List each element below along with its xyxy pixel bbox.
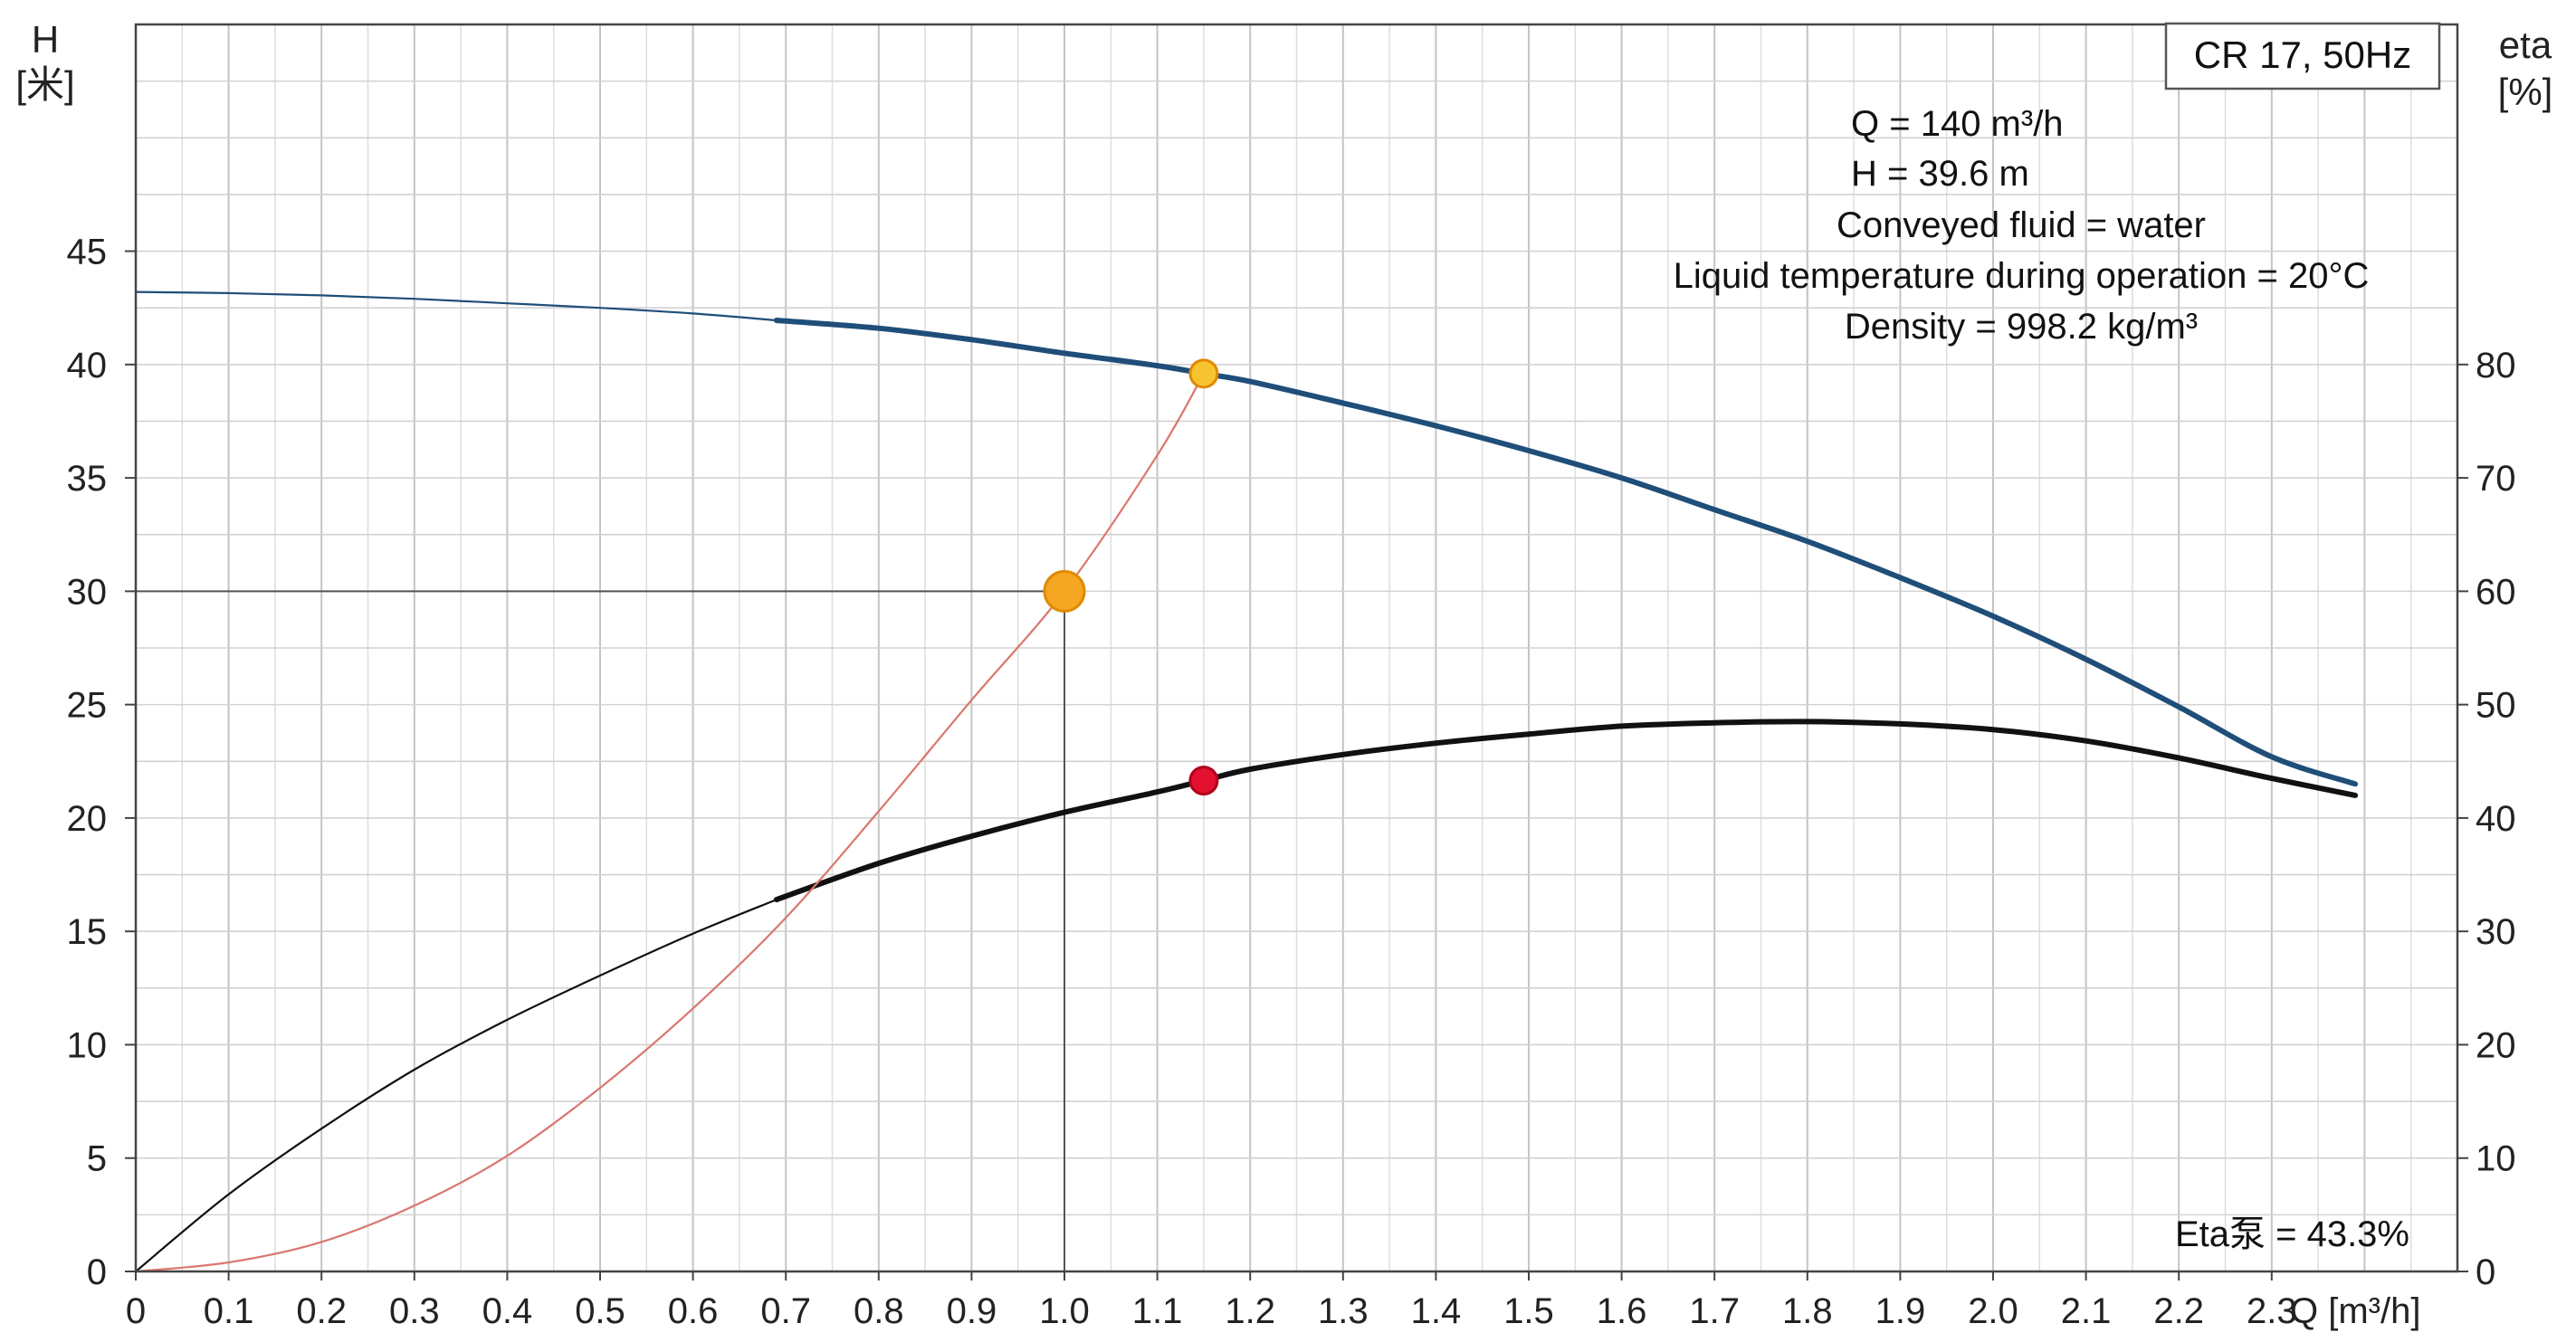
y-right-tick-label: 50 <box>2476 686 2516 726</box>
info-line-fluid: Conveyed fluid = water <box>1837 205 2206 245</box>
x-tick-label: 2.2 <box>2153 1291 2204 1331</box>
x-tick-label: 1.7 <box>1689 1291 1740 1331</box>
x-tick-label: 0.7 <box>760 1291 811 1331</box>
x-tick-label: 1.4 <box>1411 1291 1462 1331</box>
marker-efficiency-point <box>1188 766 1219 796</box>
info-line-head: H = 39.6 m <box>1851 154 2029 194</box>
y-left-axis-title-line1: H <box>32 18 59 61</box>
y-left-tick-label: 0 <box>87 1252 107 1292</box>
x-tick-label: 0.5 <box>575 1291 625 1331</box>
x-tick-label: 0.2 <box>296 1291 347 1331</box>
info-line-density: Density = 998.2 kg/m³ <box>1845 307 2198 347</box>
x-tick-labels: 0 0.1 0.2 0.3 0.4 0.5 0.6 0.7 0.8 0.9 1.0 1.1 1.2 1.3… <box>126 1291 2297 1331</box>
curve-head <box>773 318 2359 787</box>
plot-frame <box>125 23 2468 1281</box>
y-right-tick-label: 60 <box>2476 572 2516 612</box>
y-right-axis-title-line1: eta <box>2499 24 2552 66</box>
eta-readout: Eta泵 = 43.3% <box>2175 1214 2409 1254</box>
x-tick-label: 0.9 <box>947 1291 997 1331</box>
x-tick-label: 0.3 <box>389 1291 440 1331</box>
model-badge-text: CR 17, 50Hz <box>2194 33 2411 76</box>
x-tick-label: 1.1 <box>1132 1291 1183 1331</box>
series-lines <box>134 290 2359 1273</box>
y-right-tick-label: 70 <box>2476 459 2516 499</box>
y-left-tick-label: 25 <box>67 686 108 726</box>
curve-efficiency <box>773 719 2359 903</box>
x-tick-label: 1.3 <box>1318 1291 1369 1331</box>
x-tick-label: 1.9 <box>1875 1291 1926 1331</box>
y-left-tick-label: 45 <box>67 233 108 272</box>
x-tick-label: 0 <box>126 1291 146 1331</box>
marker-operating <box>1188 358 1219 389</box>
grid-lines <box>135 24 2457 1271</box>
y-left-axis-title-line2: [米] <box>15 63 74 106</box>
model-badge: CR 17, 50Hz <box>2164 22 2441 90</box>
y-left-tick-label: 30 <box>67 572 108 612</box>
curve-system-extended <box>134 372 1205 1273</box>
x-tick-label: 2.0 <box>1968 1291 2018 1331</box>
y-right-tick-label: 40 <box>2476 799 2516 839</box>
curve-efficiency-extended <box>134 899 778 1273</box>
y-left-tick-label: 40 <box>67 346 108 386</box>
x-tick-label: 0.1 <box>204 1291 254 1331</box>
info-line-temperature: Liquid temperature during operation = 20… <box>1674 256 2370 296</box>
x-axis-title: Q [m³/h] <box>2290 1291 2420 1331</box>
y-right-tick-label: 30 <box>2476 912 2516 952</box>
x-tick-label: 2.1 <box>2061 1291 2112 1331</box>
curve-head-extended <box>134 290 778 322</box>
y-left-tick-labels: 0 5 10 15 20 25 30 35 40 45 <box>67 233 108 1292</box>
y-right-tick-label: 0 <box>2476 1252 2495 1292</box>
x-tick-label: 2.3 <box>2247 1291 2297 1331</box>
x-tick-label: 1.2 <box>1225 1291 1275 1331</box>
reference-lines <box>136 590 1065 1271</box>
x-tick-label: 0.4 <box>482 1291 533 1331</box>
x-tick-label: 1.6 <box>1597 1291 1647 1331</box>
x-tick-label: 1.0 <box>1039 1291 1090 1331</box>
y-left-tick-label: 35 <box>67 459 108 499</box>
marker-duty <box>1043 569 1086 613</box>
y-right-tick-label: 10 <box>2476 1139 2516 1179</box>
y-right-tick-labels: 0 10 20 30 40 50 60 70 80 <box>2476 346 2516 1292</box>
y-right-tick-label: 20 <box>2476 1025 2516 1065</box>
y-left-tick-label: 10 <box>67 1025 108 1065</box>
y-left-tick-label: 5 <box>87 1139 107 1179</box>
y-left-tick-label: 20 <box>67 799 108 839</box>
y-right-tick-label: 80 <box>2476 346 2516 386</box>
y-right-axis-title-line2: [%] <box>2498 71 2553 113</box>
info-line-flow: Q = 140 m³/h <box>1851 104 2064 144</box>
plot-border <box>134 23 2459 1273</box>
x-tick-label: 0.8 <box>854 1291 904 1331</box>
marker-points <box>1043 358 1219 796</box>
y-left-tick-label: 15 <box>67 912 108 952</box>
x-tick-label: 0.6 <box>668 1291 719 1331</box>
x-tick-label: 1.8 <box>1782 1291 1833 1331</box>
info-box: Q = 140 m³/h H = 39.6 m Conveyed fluid =… <box>1674 104 2370 347</box>
x-tick-label: 1.5 <box>1503 1291 1554 1331</box>
